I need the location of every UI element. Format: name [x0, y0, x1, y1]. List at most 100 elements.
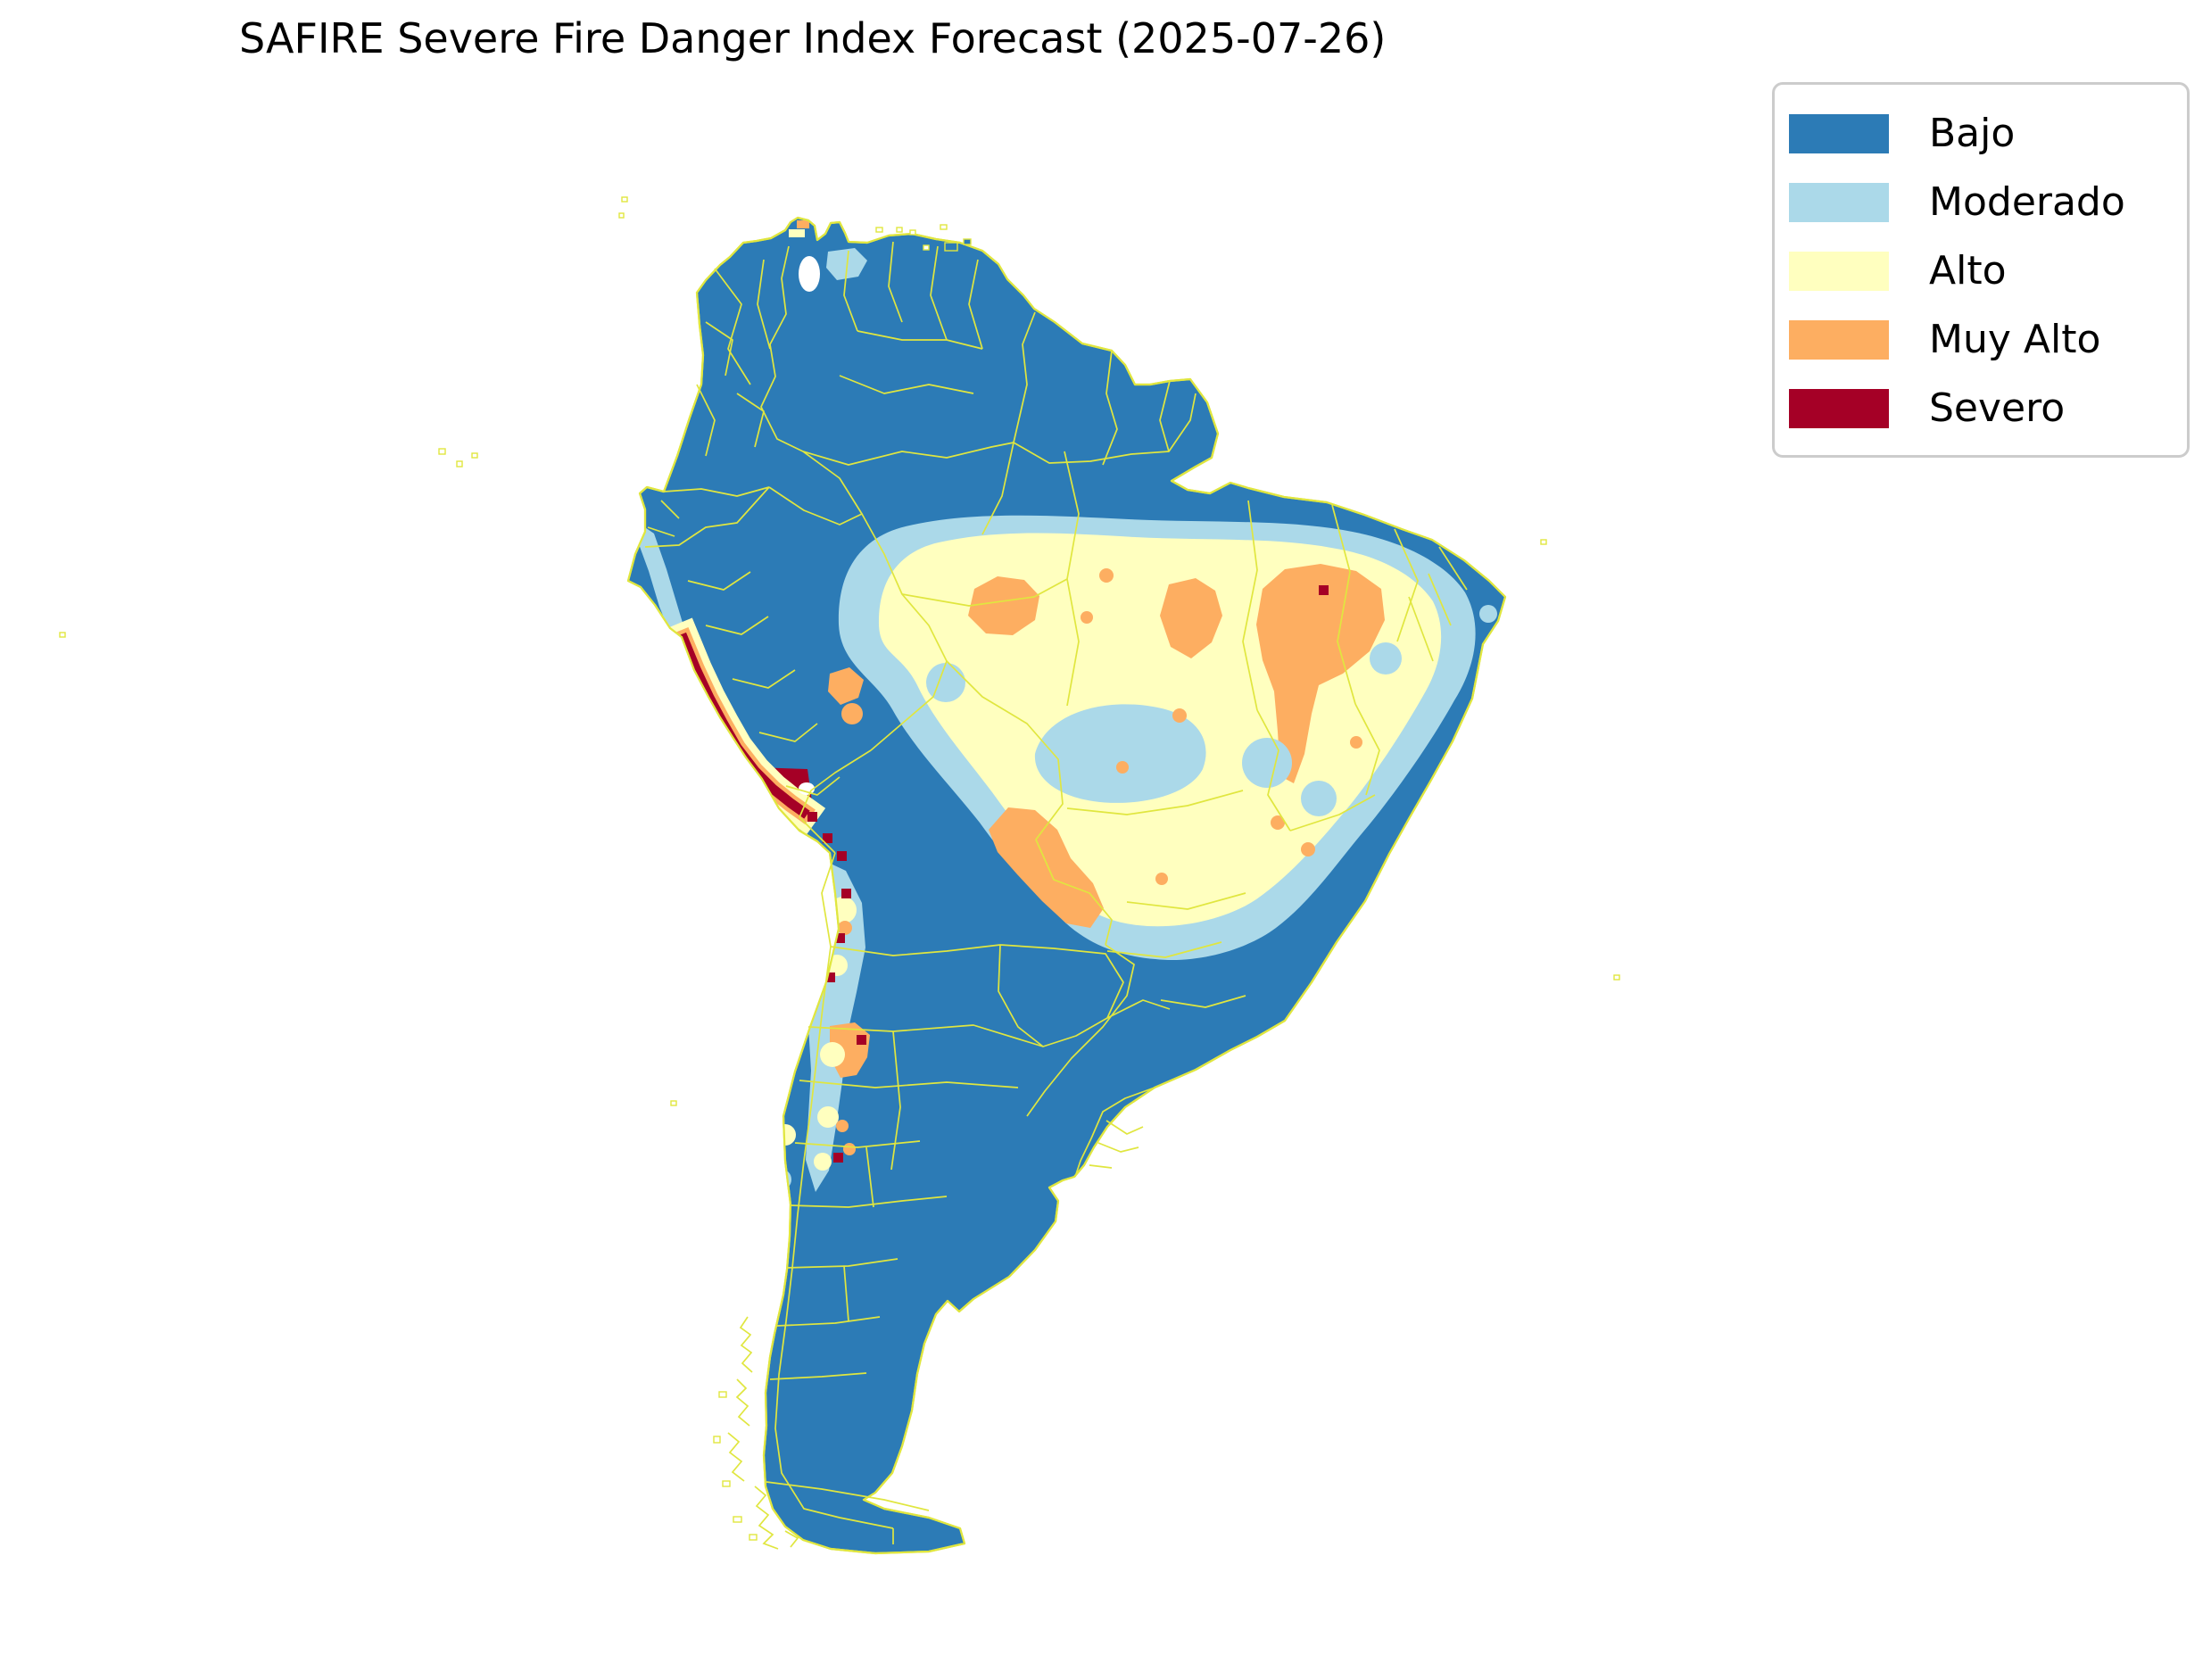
admin-border [766, 1481, 930, 1511]
zone-muy-alto-beni [828, 667, 864, 705]
admin-border [821, 852, 1001, 956]
island [940, 224, 948, 230]
coastline [626, 216, 1507, 1555]
admin-border [768, 451, 863, 526]
fjord-coastline [735, 1378, 750, 1427]
cell-severo [837, 851, 847, 861]
legend-swatch-muy-alto [1789, 319, 1889, 360]
admin-border [1013, 393, 1197, 464]
admin-border [774, 946, 894, 1529]
cell-severo [833, 1153, 843, 1163]
spot-moderado [1242, 738, 1292, 788]
admin-border [861, 513, 948, 751]
island [718, 1391, 727, 1398]
legend-row-muy-alto: Muy Alto [1789, 305, 2178, 374]
admin-border [1074, 1087, 1155, 1178]
legend-swatch-moderado [1789, 182, 1889, 222]
admin-border [1256, 709, 1291, 832]
spot-moderado [926, 663, 965, 702]
spot-muy_alto [1116, 761, 1129, 774]
legend-label-severo: Severo [1929, 385, 2066, 431]
admin-border [1331, 504, 1356, 705]
island [1613, 974, 1620, 981]
admin-border [1354, 703, 1380, 796]
admin-border [757, 259, 771, 350]
island [896, 227, 903, 233]
island [456, 460, 463, 468]
fjord-coastline [784, 1530, 799, 1548]
admin-border [888, 241, 903, 323]
island [618, 212, 625, 219]
zone-muy-alto-north-central [1160, 578, 1222, 658]
admin-border [1160, 995, 1246, 1008]
spot-muy_alto [1271, 815, 1285, 830]
island [923, 244, 930, 251]
legend-row-severo: Severo [1789, 374, 2178, 443]
cell-severo [823, 833, 832, 843]
spot-muy_alto [1099, 568, 1114, 583]
legend-swatch-bajo [1789, 113, 1889, 153]
legend: Bajo Moderado Alto Muy Alto Severo [1772, 82, 2190, 458]
spot-moderado [1370, 642, 1402, 674]
cell-muy_alto [797, 220, 809, 228]
spot-muy_alto [1301, 842, 1315, 857]
zone-muy-alto-northeast [1256, 564, 1385, 783]
admin-border [1242, 500, 1258, 711]
admin-border [696, 384, 716, 457]
legend-row-alto: Alto [1789, 236, 2178, 305]
cell-severo [825, 972, 835, 982]
admin-border [1289, 794, 1376, 832]
spot-muy_alto [841, 703, 863, 724]
fjord-coastline [727, 1432, 745, 1482]
admin-border [1089, 1164, 1113, 1169]
island [621, 196, 628, 203]
admin-border [1013, 311, 1036, 443]
zone-muy-alto-west [968, 576, 1039, 635]
island [733, 1516, 742, 1523]
admin-border [799, 1080, 1019, 1088]
admin-border [647, 526, 675, 537]
spot-alto [820, 1042, 845, 1067]
admin-border [705, 616, 769, 635]
spot-alto [817, 1106, 839, 1128]
admin-border [785, 776, 841, 796]
admin-border [776, 1316, 881, 1327]
admin-border [1408, 596, 1434, 662]
island [438, 448, 446, 455]
legend-label-moderado: Moderado [1929, 179, 2125, 225]
cell-severo [807, 812, 817, 822]
spot-muy_alto [838, 921, 852, 935]
admin-border [901, 578, 1068, 607]
island [944, 242, 958, 252]
admin-border [946, 660, 1113, 946]
admin-border [1106, 999, 1171, 1019]
island [963, 238, 972, 245]
admin-border [998, 944, 1124, 1047]
admin-border [794, 1140, 921, 1148]
admin-border [890, 1030, 901, 1171]
spot-muy_alto [1081, 611, 1093, 624]
admin-border [758, 723, 818, 742]
spot-muy_alto [836, 1120, 849, 1132]
admin-border [1106, 1120, 1144, 1135]
admin-border [1394, 528, 1419, 642]
admin-border [789, 1196, 948, 1208]
admin-border [687, 571, 751, 591]
admin-border [807, 1024, 1044, 1047]
admin-border [760, 245, 804, 452]
fjord-coastline [739, 1316, 753, 1373]
admin-border [1026, 944, 1135, 1117]
island [471, 452, 478, 459]
legend-swatch-alto [1789, 251, 1889, 291]
spot-muy_alto [1350, 736, 1362, 749]
admin-border [1159, 380, 1171, 452]
legend-row-moderado: Moderado [1789, 168, 2178, 236]
zone-moderado-peru-coast [637, 522, 685, 637]
island [875, 227, 883, 233]
spot-alto [814, 1153, 832, 1171]
admin-border [981, 442, 1014, 535]
island [670, 1100, 677, 1106]
island [1540, 539, 1547, 545]
